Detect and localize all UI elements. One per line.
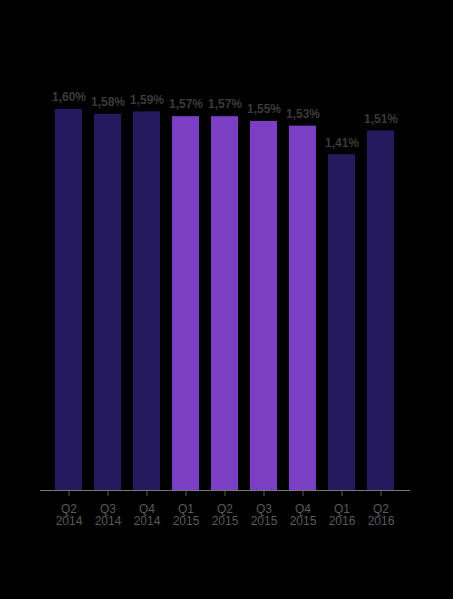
svg-text:Q32015: Q32015 — [251, 502, 278, 528]
svg-text:1,41%: 1,41% — [325, 136, 359, 150]
svg-text:Q32014: Q32014 — [95, 502, 122, 528]
svg-text:1,53%: 1,53% — [286, 107, 320, 121]
svg-text:Q22016: Q22016 — [368, 502, 395, 528]
svg-text:Q42015: Q42015 — [290, 502, 317, 528]
svg-text:1,57%: 1,57% — [169, 97, 203, 111]
svg-text:Q12016: Q12016 — [329, 502, 356, 528]
svg-text:Q22015: Q22015 — [212, 502, 239, 528]
svg-text:Q22014: Q22014 — [56, 502, 83, 528]
svg-text:1,51%: 1,51% — [364, 112, 398, 126]
svg-text:1,60%: 1,60% — [52, 90, 86, 104]
svg-text:1,55%: 1,55% — [247, 102, 281, 116]
svg-text:1,59%: 1,59% — [130, 93, 164, 107]
svg-text:1,58%: 1,58% — [91, 95, 125, 109]
svg-text:1,57%: 1,57% — [208, 97, 242, 111]
svg-text:Q42014: Q42014 — [134, 502, 161, 528]
svg-text:Q12015: Q12015 — [173, 502, 200, 528]
